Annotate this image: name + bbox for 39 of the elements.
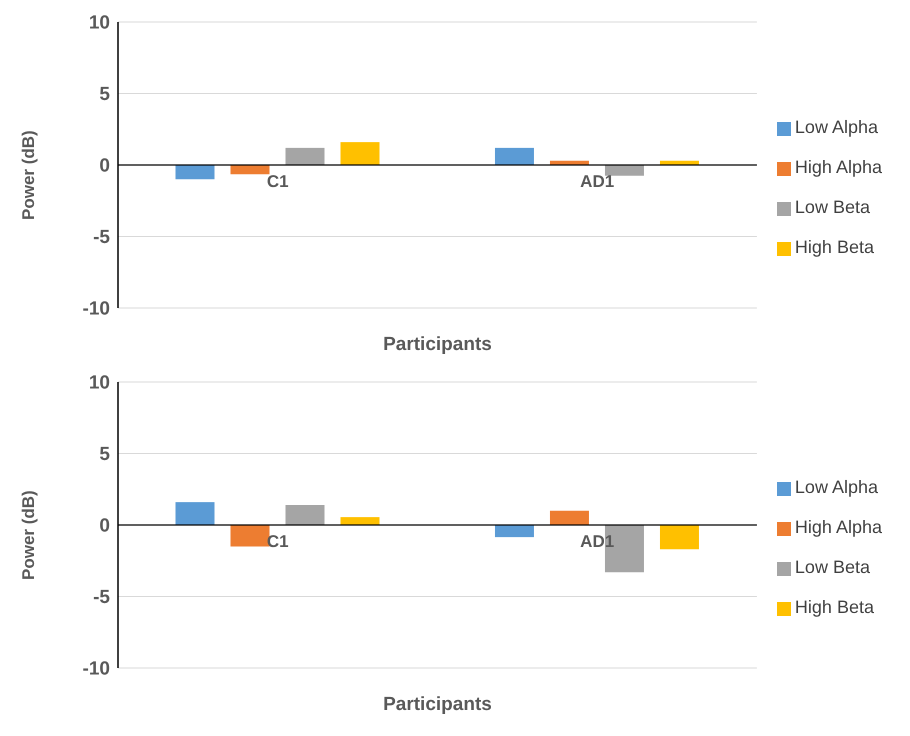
bar (286, 504, 325, 525)
bar (494, 525, 534, 538)
y-tick-label: 0 (99, 516, 110, 537)
bar (340, 517, 380, 525)
y-tick-label: -10 (82, 298, 110, 320)
y-tick-label: -10 (82, 658, 110, 680)
bar (550, 160, 589, 165)
legend-label: High Alpha (794, 157, 882, 177)
y-axis-title: Power (dB) (19, 490, 38, 580)
x-axis-title: Participants (383, 694, 492, 715)
bar (660, 160, 699, 165)
y-tick-label: 5 (99, 84, 110, 106)
legend-label: Low Alpha (794, 117, 878, 137)
legend-label: High Alpha (794, 517, 882, 537)
bar (340, 142, 380, 165)
y-tick-label: -5 (93, 227, 110, 248)
bar (550, 510, 589, 525)
x-axis-title: Participants (383, 334, 492, 355)
y-tick-label: 10 (88, 12, 110, 34)
x-tick-label: AD1 (580, 532, 614, 551)
y-axis-title: Power (dB) (19, 130, 38, 220)
bar (176, 502, 215, 525)
legend-label: Low Beta (794, 197, 870, 217)
x-tick-label: AD1 (580, 172, 614, 191)
bar (660, 525, 699, 550)
legend-label: High Beta (794, 237, 874, 257)
y-tick-label: 5 (99, 444, 110, 466)
x-tick-label: C1 (266, 172, 289, 191)
legend-label: Low Beta (794, 557, 870, 577)
legend-label: Low Alpha (794, 477, 878, 497)
bar (230, 165, 270, 174)
legend-label: High Beta (794, 597, 874, 617)
bar (604, 165, 644, 176)
y-tick-label: -5 (93, 587, 110, 608)
bar (494, 148, 534, 165)
y-tick-label: 10 (88, 372, 110, 394)
bar (286, 148, 325, 165)
bar (176, 165, 215, 180)
y-tick-label: 0 (99, 156, 110, 177)
